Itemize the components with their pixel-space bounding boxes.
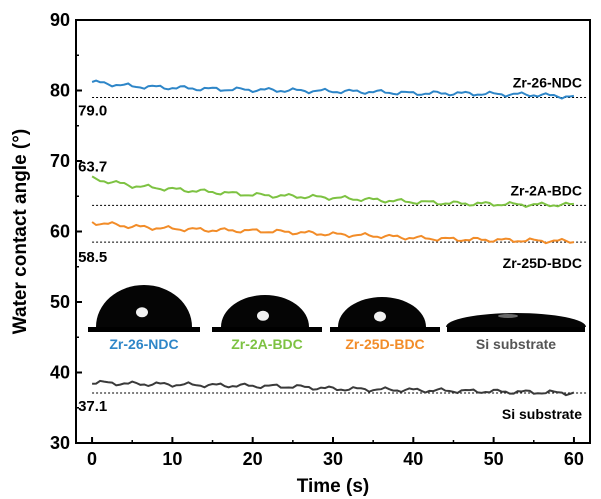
droplet-shape [221, 295, 309, 327]
series-labels: Zr-26-NDC 79.0 Zr-2A-BDC 63.7 Zr-25D-BDC 58.5… [78, 75, 582, 422]
droplet-highlight [498, 314, 518, 318]
reference-value-label: 37.1 [78, 398, 107, 415]
droplet-insets: Zr-26-NDC Zr-2A-BDC Zr-25D-BDC Si substrate [88, 285, 586, 352]
series-name-label: Si substrate [502, 406, 582, 422]
y-tick-label: 40 [50, 363, 70, 383]
droplet-inset: Zr-26-NDC [88, 285, 200, 352]
droplet-highlight [374, 311, 386, 322]
droplet-highlight [257, 310, 269, 321]
droplet-label: Zr-26-NDC [109, 336, 178, 352]
droplet-label: Zr-2A-BDC [231, 336, 303, 352]
y-tick-label: 60 [50, 222, 70, 242]
y-axis-title: Water contact angle (°) [10, 129, 31, 334]
reference-value-label: 63.7 [78, 158, 107, 175]
x-axis-title: Time (s) [297, 476, 370, 497]
droplet-highlight [136, 307, 148, 318]
series-line [92, 379, 575, 397]
y-tick-label: 50 [50, 292, 70, 312]
x-tick-label: 10 [162, 449, 182, 469]
x-tick-label: 50 [484, 449, 504, 469]
y-tick-label: 30 [50, 433, 70, 453]
series-name-label: Zr-26-NDC [513, 75, 582, 91]
x-tick-label: 20 [243, 449, 263, 469]
substrate-bar [88, 327, 200, 332]
y-tick-label: 90 [50, 10, 70, 30]
droplet-label: Zr-25D-BDC [345, 336, 424, 352]
series-name-label: Zr-25D-BDC [503, 255, 582, 271]
substrate-bar [447, 327, 585, 332]
series-lines [91, 79, 575, 397]
droplet-shape [96, 285, 192, 327]
x-tick-label: 40 [403, 449, 423, 469]
droplet-inset: Zr-2A-BDC [212, 295, 322, 352]
droplet-label: Si substrate [476, 336, 556, 352]
droplet-shape [446, 313, 586, 327]
x-tick-label: 30 [323, 449, 343, 469]
substrate-bar [330, 327, 440, 332]
substrate-bar [212, 327, 322, 332]
x-tick-label: 0 [87, 449, 97, 469]
y-tick-label: 80 [50, 81, 70, 101]
series-line [91, 221, 575, 245]
reference-value-label: 79.0 [78, 103, 107, 120]
y-tick-label: 70 [50, 151, 70, 171]
series-name-label: Zr-2A-BDC [510, 182, 582, 198]
series-line [91, 79, 575, 100]
series-line [91, 175, 574, 208]
x-tick-label: 60 [564, 449, 584, 469]
reference-value-label: 58.5 [78, 249, 107, 266]
droplet-inset: Zr-25D-BDC [330, 297, 440, 352]
axis-ticks: 0 10 20 30 40 50 60 30 40 50 60 70 80 90 [50, 10, 584, 469]
droplet-inset: Si substrate [446, 313, 586, 352]
